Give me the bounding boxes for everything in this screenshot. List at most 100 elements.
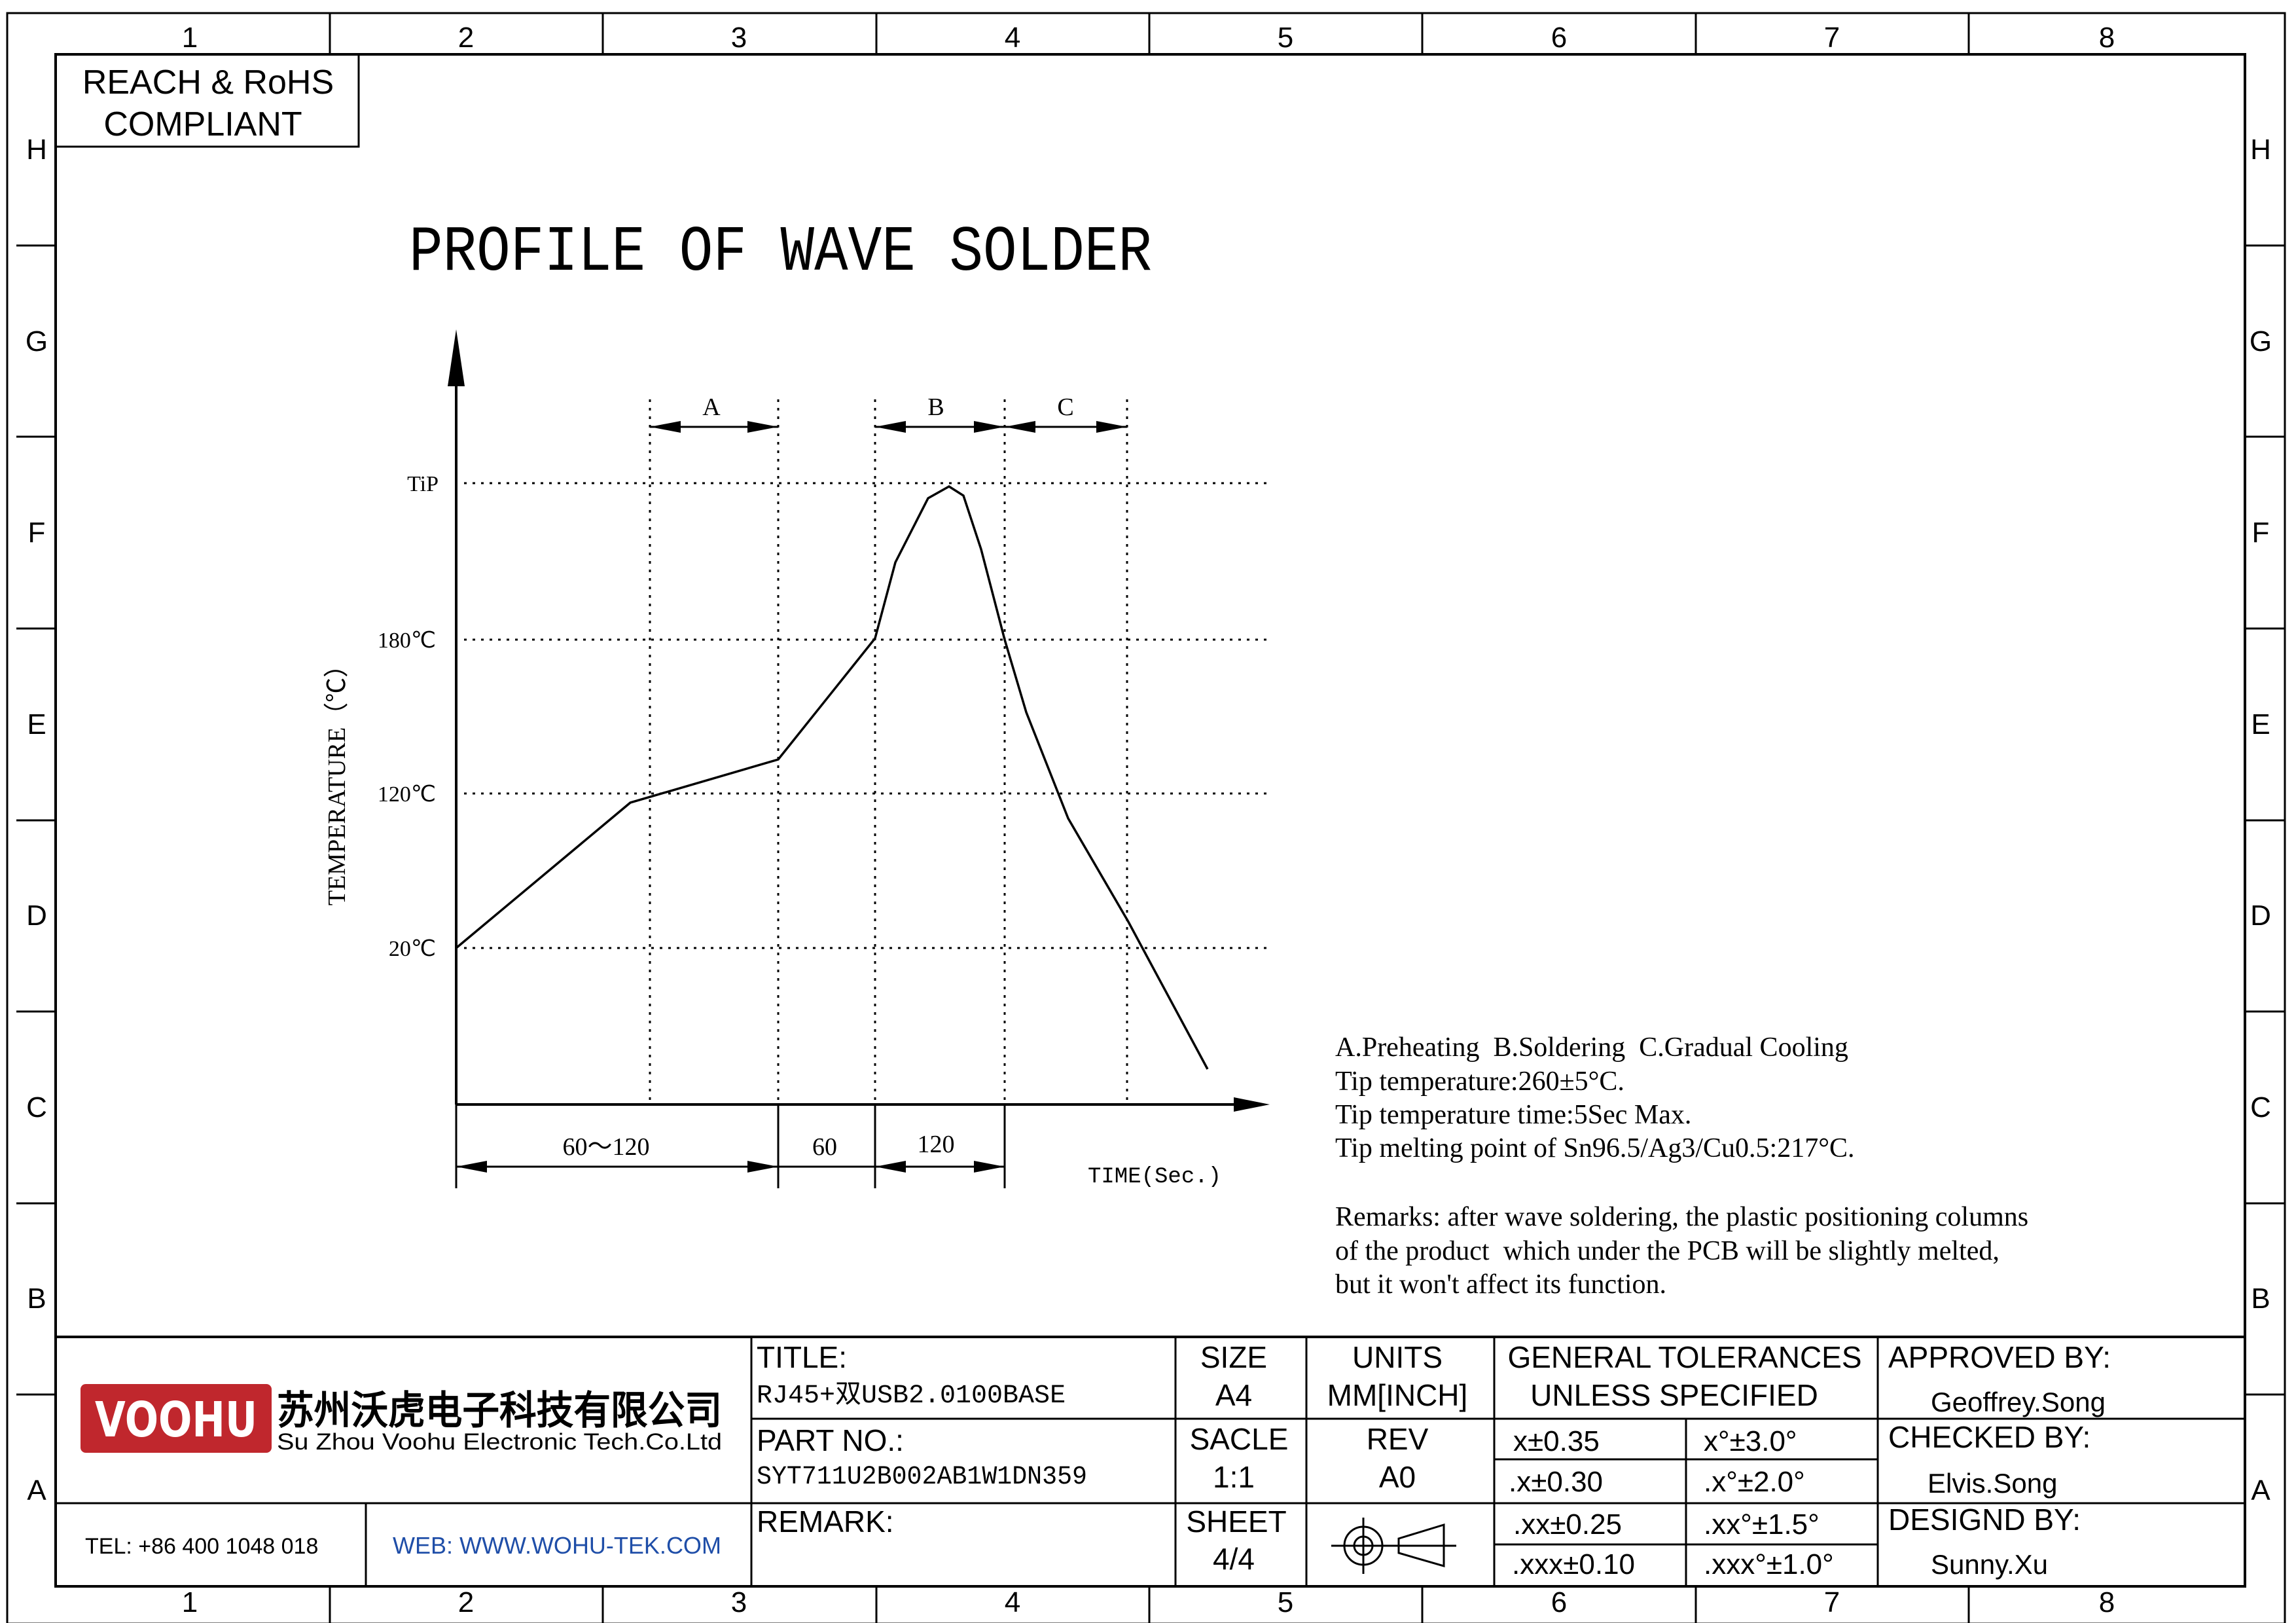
company-tel: TEL: +86 400 1048 018 [85, 1534, 318, 1559]
col-label: 2 [458, 22, 474, 54]
approved-value: Geoffrey.Song [1931, 1387, 2106, 1417]
size-value: A4 [1215, 1378, 1252, 1412]
column-labels-bottom: 1 2 3 4 5 6 7 8 [182, 1586, 2115, 1618]
col-label: 5 [1278, 22, 1293, 54]
x-axis-label: TIME(Sec.) [1088, 1165, 1221, 1190]
temperature-profile-curve [455, 484, 1209, 1070]
zone-label-a: A [702, 393, 721, 421]
logo-text: VOOHU [95, 1392, 257, 1448]
part-no-label: PART NO.: [757, 1423, 904, 1457]
tolerance-linear: .xxx±0.10 [1512, 1548, 1635, 1580]
designed-value: Sunny.Xu [1931, 1549, 2048, 1580]
row-labels-left: H G F E D C B A [26, 134, 48, 1506]
drawing-title: PROFILE OF WAVE SOLDER [409, 217, 1152, 289]
row-label: E [27, 708, 46, 740]
notes-remarks-line: but it won't affect its function. [1335, 1269, 1666, 1300]
duration-arrows [456, 1161, 1005, 1173]
notes-melting-point: Tip melting point of Sn96.5/Ag3/Cu0.5:21… [1335, 1133, 1855, 1163]
title-block-grid [56, 1336, 2245, 1586]
sheet-label: SHEET [1186, 1504, 1286, 1539]
duration-preheat: 60～120 [562, 1133, 649, 1161]
title-value: RJ45+双USB2.0100BASE [757, 1381, 1066, 1411]
row-label: E [2251, 708, 2270, 740]
row-label: A [27, 1474, 46, 1506]
duration-solder: 120 [918, 1131, 955, 1158]
part-no-value: SYT711U2B002AB1W1DN359 [757, 1463, 1087, 1492]
col-label: 3 [731, 1586, 747, 1618]
row-label: D [2250, 900, 2271, 932]
company-logo: VOOHU [81, 1384, 272, 1453]
units-value: MM[INCH] [1327, 1378, 1468, 1412]
tolerance-angular: .xx°±1.5° [1704, 1508, 1820, 1541]
compliance-box: REACH & RoHS COMPLIANT [54, 53, 360, 148]
remark-label: REMARK: [757, 1504, 894, 1539]
row-label: B [27, 1283, 46, 1315]
col-label: 7 [1824, 22, 1840, 54]
col-label: 8 [2099, 1586, 2115, 1618]
col-label: 1 [182, 1586, 198, 1618]
col-label: 7 [1824, 1586, 1840, 1618]
size-label: SIZE [1200, 1340, 1267, 1374]
company-name-en: Su Zhou Voohu Electronic Tech.Co.Ltd [277, 1429, 722, 1455]
duration-dimension-lines [455, 1104, 1006, 1188]
y-tick-120: 120℃ [378, 782, 436, 807]
y-tick-180: 180℃ [378, 629, 436, 653]
tolerance-linear: .xx±0.25 [1513, 1508, 1622, 1541]
approved-label: APPROVED BY: [1888, 1340, 2111, 1374]
col-label: 5 [1278, 1586, 1293, 1618]
zone-boundary-lines [649, 399, 1128, 1100]
row-labels-right: H G F E D C B A [2250, 134, 2272, 1506]
notes-legend: A.Preheating B.Soldering C.Gradual Cooli… [1335, 1032, 1848, 1063]
row-label: F [2252, 517, 2270, 549]
solder-profile-chart: TiP 180℃ 120℃ 20℃ TEMPERATURE（℃） A B C [323, 329, 1270, 1190]
tolerance-angular: x°±3.0° [1704, 1425, 1797, 1457]
tolerance-linear: .x±0.30 [1509, 1466, 1603, 1498]
row-label: D [26, 900, 47, 932]
col-label: 2 [458, 1586, 474, 1618]
x-axis-arrow [1234, 1097, 1270, 1112]
y-tick-tip: TiP [407, 472, 439, 496]
designed-label: DESIGND BY: [1888, 1503, 2081, 1537]
checked-label: CHECKED BY: [1888, 1420, 2090, 1454]
col-label: 3 [731, 22, 747, 54]
notes-block: A.Preheating B.Soldering C.Gradual Cooli… [1335, 1032, 2028, 1300]
title-label: TITLE: [757, 1340, 847, 1374]
col-label: 4 [1005, 22, 1020, 54]
title-block: VOOHU 苏州沃虎电子科技有限公司 Su Zhou Voohu Electro… [56, 1336, 2245, 1586]
zone-dividers [16, 13, 2285, 1623]
row-label: H [26, 134, 47, 166]
tolerance-linear: x±0.35 [1513, 1425, 1600, 1457]
projection-symbol-icon [1331, 1518, 1456, 1574]
notes-remarks-line: of the product which under the PCB will … [1335, 1236, 2000, 1266]
notes-tip-temperature: Tip temperature:260±5°C. [1335, 1067, 1624, 1097]
row-label: B [2251, 1283, 2270, 1315]
tolerance-angular: .xxx°±1.0° [1704, 1548, 1834, 1580]
row-label: H [2250, 134, 2271, 166]
compliance-line-1: REACH & RoHS [82, 64, 334, 101]
tolerances-title: GENERAL TOLERANCES [1507, 1340, 1861, 1374]
scale-label: SACLE [1190, 1422, 1289, 1456]
tolerance-angular: .x°±2.0° [1704, 1466, 1805, 1498]
col-label: 8 [2099, 22, 2115, 54]
company-web-link[interactable]: WEB: WWW.WOHU-TEK.COM [393, 1532, 721, 1559]
sheet-value: 4/4 [1213, 1542, 1255, 1576]
units-label: UNITS [1352, 1340, 1443, 1374]
temperature-reference-lines [464, 482, 1270, 949]
row-label: C [2250, 1091, 2271, 1123]
y-axis-label: TEMPERATURE（℃） [323, 653, 351, 905]
row-label: F [28, 517, 46, 549]
tolerances-subtitle: UNLESS SPECIFIED [1530, 1378, 1818, 1412]
notes-remarks-line: Remarks: after wave soldering, the plast… [1335, 1202, 2028, 1232]
y-tick-20: 20℃ [389, 937, 436, 961]
notes-tip-time: Tip temperature time:5Sec Max. [1335, 1100, 1691, 1130]
col-label: 4 [1005, 1586, 1020, 1618]
row-label: G [2250, 325, 2272, 357]
company-name-cn: 苏州沃虎电子科技有限公司 [277, 1388, 722, 1434]
checked-value: Elvis.Song [1928, 1468, 2057, 1499]
zone-dimension-arrows [650, 421, 1127, 433]
zone-label-b: B [927, 393, 944, 421]
zone-label-c: C [1057, 393, 1073, 421]
column-labels-top: 1 2 3 4 5 6 7 8 [182, 22, 2115, 54]
y-axis-arrow [448, 329, 465, 386]
